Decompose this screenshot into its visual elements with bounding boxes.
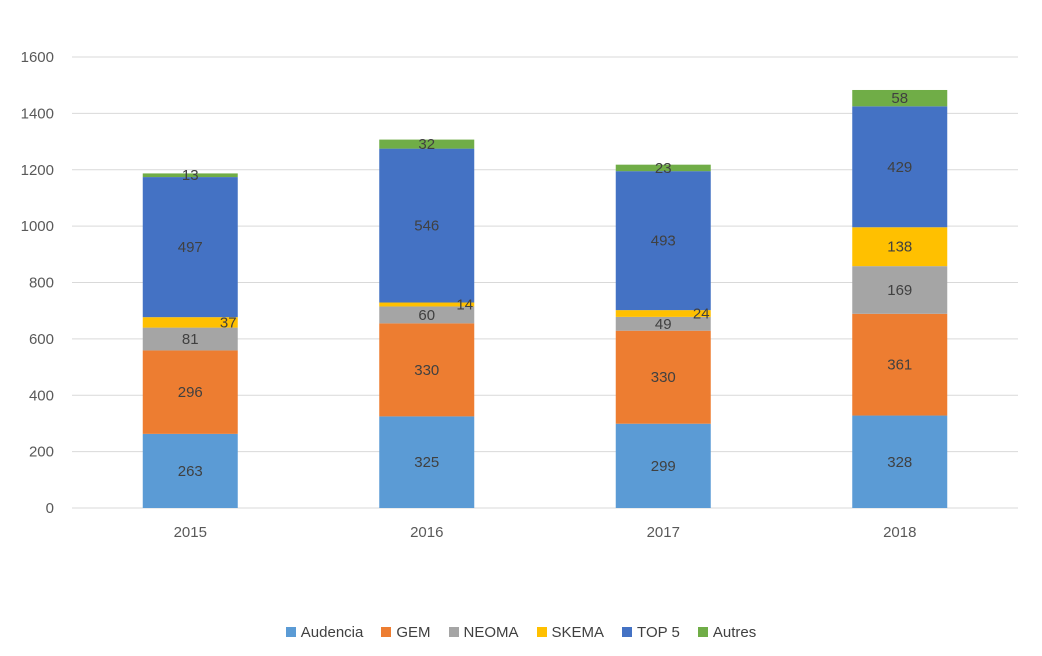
bar-top-5-2018 — [852, 106, 948, 228]
bar-autres-2018 — [852, 89, 948, 107]
legend-label: NEOMA — [463, 623, 519, 641]
legend-swatch — [381, 627, 392, 637]
bar-neoma-2016 — [379, 306, 475, 324]
bar-autres-2016 — [379, 139, 475, 149]
bar-gem-2016 — [379, 323, 475, 417]
data-label: 493 — [651, 233, 676, 250]
legend-swatch — [536, 627, 547, 637]
data-label: 328 — [887, 454, 912, 471]
bar-gem-2015 — [142, 350, 238, 434]
bar-neoma-2017 — [615, 316, 711, 331]
bar-neoma-2015 — [142, 327, 238, 351]
legend-item: SKEMA — [536, 623, 605, 641]
bar-top-5-2016 — [379, 148, 475, 303]
data-label: 37 — [220, 314, 237, 331]
legend-label: Autres — [712, 623, 757, 641]
bar-gem-2018 — [852, 313, 948, 416]
legend-item: TOP 5 — [622, 624, 680, 641]
y-tick-label: 600 — [29, 331, 54, 348]
y-tick-label: 1400 — [21, 105, 54, 122]
bar-skema-2015 — [142, 317, 238, 328]
bar-audencia-2016 — [379, 416, 475, 508]
data-label: 325 — [414, 454, 439, 471]
y-axis-tick-labels: 0 200 400 600 800 1000 1200 1400 1600 — [21, 49, 54, 517]
legend-label: TOP 5 — [637, 623, 680, 641]
data-label: 13 — [182, 167, 199, 184]
data-label: 58 — [891, 90, 908, 107]
x-tick-label: 2018 — [883, 524, 916, 541]
legend-label: Audencia — [300, 623, 364, 641]
bar-skema-2018 — [852, 227, 948, 267]
data-label: 296 — [178, 384, 203, 401]
data-label: 263 — [178, 463, 203, 480]
bar-skema-2016 — [379, 302, 475, 307]
x-tick-label: 2015 — [174, 524, 207, 541]
legend-label: GEM — [396, 623, 431, 641]
y-tick-label: 0 — [46, 500, 54, 517]
data-label: 546 — [414, 218, 439, 235]
bar-top-5-2015 — [142, 177, 238, 318]
bar-audencia-2018 — [852, 415, 948, 508]
bars — [142, 89, 948, 508]
legend-swatch — [448, 627, 459, 637]
legend-swatch — [285, 627, 296, 637]
y-tick-label: 200 — [29, 444, 54, 461]
data-label: 138 — [887, 239, 912, 256]
bar-audencia-2015 — [142, 433, 238, 508]
data-label: 429 — [887, 159, 912, 176]
bar-skema-2017 — [615, 310, 711, 317]
y-tick-label: 1600 — [21, 49, 54, 66]
legend-item: GEM — [381, 623, 431, 641]
y-tick-label: 800 — [29, 275, 54, 292]
legend-item: NEOMA — [448, 623, 519, 641]
x-axis-tick-labels: 2015 2016 2017 2018 — [174, 524, 917, 541]
data-label: 23 — [655, 160, 672, 177]
bar-autres-2015 — [142, 173, 238, 178]
data-labels: 263 296 81 37 497 13 325 330 60 14 546 32 299 330 49 24… — [178, 90, 913, 480]
bar-gem-2017 — [615, 330, 711, 424]
data-label: 32 — [418, 136, 435, 153]
legend-swatch — [622, 627, 633, 637]
bar-neoma-2018 — [852, 266, 948, 314]
legend-item: Audencia — [285, 623, 364, 641]
legend: Audencia GEM NEOMA SKEMA TOP 5 Autres — [0, 620, 1042, 644]
data-label: 49 — [655, 316, 672, 333]
y-tick-label: 1000 — [21, 218, 54, 235]
data-label: 497 — [178, 239, 203, 256]
y-tick-label: 1200 — [21, 162, 54, 179]
bar-audencia-2017 — [615, 423, 711, 508]
data-label: 169 — [887, 282, 912, 299]
data-label: 60 — [418, 307, 435, 324]
bar-autres-2017 — [615, 164, 711, 172]
legend-item: Autres — [697, 623, 757, 641]
data-label: 299 — [651, 458, 676, 475]
legend-label: SKEMA — [551, 623, 605, 641]
data-label: 361 — [887, 357, 912, 374]
bar-top-5-2017 — [615, 171, 711, 311]
data-label: 24 — [693, 306, 710, 323]
data-label: 330 — [414, 362, 439, 379]
data-label: 14 — [456, 296, 473, 313]
legend-swatch — [697, 627, 708, 637]
data-label: 330 — [651, 369, 676, 386]
x-tick-label: 2017 — [647, 524, 680, 541]
y-tick-label: 400 — [29, 387, 54, 404]
data-label: 81 — [182, 331, 199, 348]
x-tick-label: 2016 — [410, 524, 443, 541]
